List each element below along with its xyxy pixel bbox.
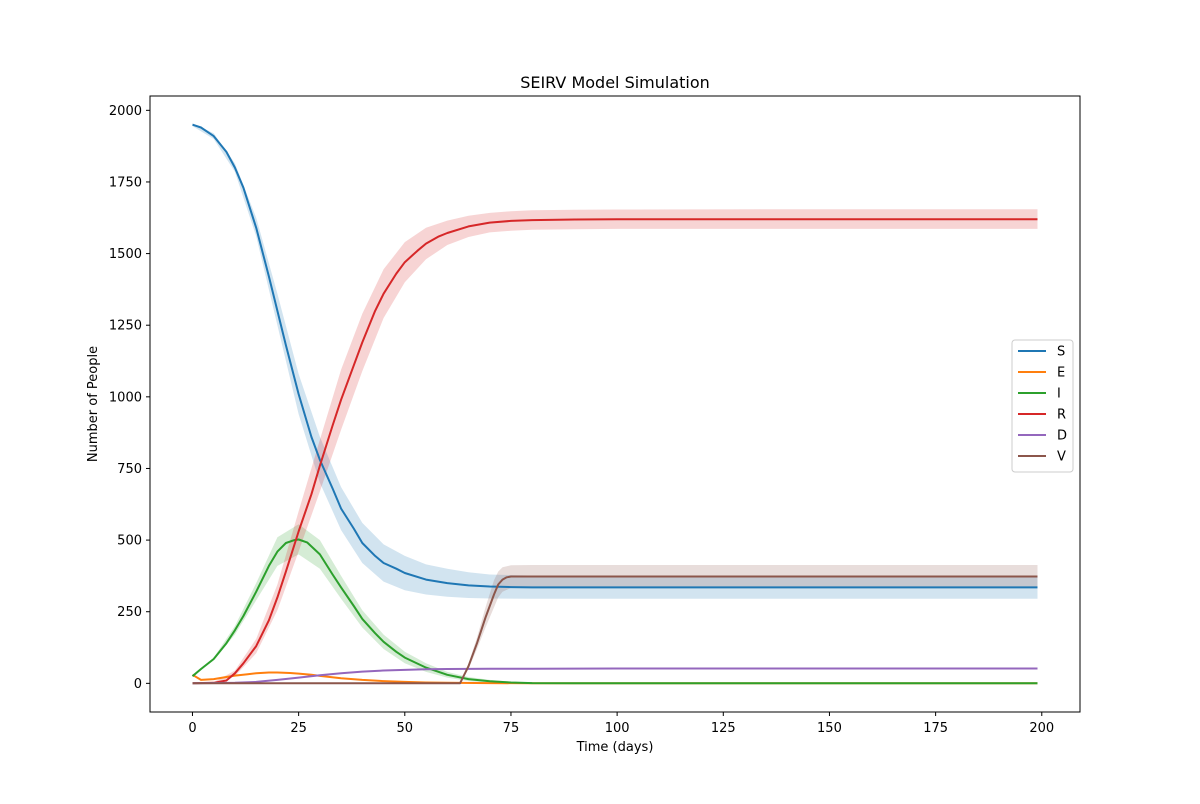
series-line-v [192,575,1038,685]
series-lines [191,123,1038,685]
y-tick-label: 0 [134,677,142,692]
y-tick-label: 250 [117,605,142,620]
series-line-r [192,218,1038,685]
legend-label-r: R [1057,408,1066,423]
x-tick-label: 175 [923,721,948,736]
y-tick-label: 500 [117,534,142,549]
x-tick-label: 125 [711,721,736,736]
y-tick-label: 1750 [109,175,142,190]
series-line-i [191,538,1038,685]
x-tick-label: 0 [188,721,196,736]
x-tick-label: 200 [1029,721,1054,736]
y-tick-label: 750 [117,462,142,477]
x-tick-label: 100 [605,721,630,736]
series-line-s [192,123,1038,589]
legend-label-i: I [1057,387,1061,402]
legend-label-e: E [1057,366,1065,381]
y-tick-label: 1000 [109,390,142,405]
y-tick-label: 1500 [109,247,142,262]
series-line-d [192,667,1038,685]
legend-label-s: S [1057,345,1065,360]
y-axis: 0 250 500 750 1000 1250 1500 1750 2000 [109,104,150,692]
legend-label-v: V [1057,450,1066,465]
y-axis-label: Number of People [86,346,101,462]
chart-title: SEIRV Model Simulation [520,73,710,92]
y-tick-label: 2000 [109,104,142,119]
legend-label-d: D [1057,429,1067,444]
x-tick-label: 75 [503,721,520,736]
plot-frame [149,95,1081,713]
x-tick-label: 25 [290,721,307,736]
y-tick-label: 1250 [109,319,142,334]
band-i [192,524,1038,684]
x-axis-label: Time (days) [576,740,654,755]
x-tick-label: 50 [397,721,414,736]
x-axis: 0 25 50 75 100 125 150 175 200 [188,712,1054,736]
x-tick-label: 150 [817,721,842,736]
